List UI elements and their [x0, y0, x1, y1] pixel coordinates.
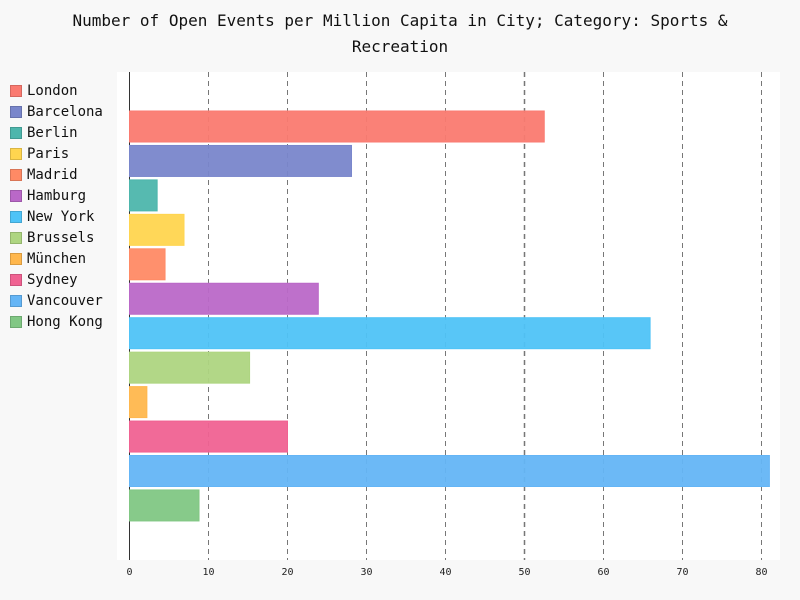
- legend-item-sydney[interactable]: Sydney: [10, 269, 103, 290]
- legend-label: Madrid: [27, 166, 78, 183]
- legend-label: Hamburg: [27, 187, 87, 204]
- legend-swatch: [10, 126, 22, 139]
- legend-label: Brussels: [27, 229, 95, 246]
- legend-label: Paris: [27, 145, 70, 162]
- bar-paris: [129, 213, 185, 246]
- legend-swatch: [10, 273, 22, 286]
- legend-label: Barcelona: [27, 103, 103, 120]
- bar-london: [129, 110, 545, 143]
- legend-swatch: [10, 315, 22, 328]
- bar-new-york: [129, 317, 651, 350]
- legend-item-barcelona[interactable]: Barcelona: [10, 101, 103, 122]
- legend-label: Vancouver: [27, 292, 103, 309]
- x-tick-label-2: 20: [281, 567, 293, 578]
- legend-swatch: [10, 105, 22, 118]
- legend-swatch: [10, 147, 22, 160]
- bar-brussels: [129, 351, 251, 384]
- x-tick-label-3: 30: [360, 567, 372, 578]
- x-tick-label-1: 10: [202, 567, 214, 578]
- bar-barcelona: [129, 144, 352, 177]
- legend-item-new-york[interactable]: New York: [10, 206, 103, 227]
- chart-title-line-2: Recreation: [351, 37, 449, 56]
- legend-item-hong-kong[interactable]: Hong Kong: [10, 311, 103, 332]
- legend-label: Berlin: [27, 124, 78, 141]
- legend-label: München: [27, 250, 87, 267]
- x-tick-label-5: 50: [518, 567, 530, 578]
- chart-title: Number of Open Events per Million Capita…: [0, 8, 800, 60]
- x-tick-label-0: 0: [126, 567, 132, 578]
- bar-berlin: [129, 179, 158, 212]
- legend-label: Hong Kong: [27, 313, 103, 330]
- bar-madrid: [129, 248, 166, 281]
- legend-swatch: [10, 210, 22, 223]
- legend-swatch: [10, 294, 22, 307]
- bar-m-nchen: [129, 386, 148, 419]
- legend-item-hamburg[interactable]: Hamburg: [10, 185, 103, 206]
- legend-item-london[interactable]: London: [10, 80, 103, 101]
- legend-item-brussels[interactable]: Brussels: [10, 227, 103, 248]
- legend-item-paris[interactable]: Paris: [10, 143, 103, 164]
- chart-title-line-1: Number of Open Events per Million Capita…: [72, 11, 728, 30]
- bar-hong-kong: [129, 489, 200, 522]
- x-tick-label-6: 60: [597, 567, 609, 578]
- bar-vancouver: [129, 455, 770, 487]
- legend-item-madrid[interactable]: Madrid: [10, 164, 103, 185]
- x-tick-label-8: 80: [755, 567, 767, 578]
- legend-swatch: [10, 231, 22, 244]
- legend: London Barcelona Berlin Paris Madrid Hamburg N…: [10, 80, 103, 332]
- bar-hamburg: [129, 282, 319, 315]
- legend-item-m-nchen[interactable]: München: [10, 248, 103, 269]
- legend-item-berlin[interactable]: Berlin: [10, 122, 103, 143]
- x-tick-label-4: 40: [439, 567, 451, 578]
- legend-label: London: [27, 82, 78, 99]
- legend-label: New York: [27, 208, 95, 225]
- legend-swatch: [10, 168, 22, 181]
- bar-sydney: [129, 420, 288, 453]
- x-tick-label-7: 70: [676, 567, 688, 578]
- legend-swatch: [10, 84, 22, 97]
- legend-swatch: [10, 252, 22, 265]
- legend-item-vancouver[interactable]: Vancouver: [10, 290, 103, 311]
- legend-label: Sydney: [27, 271, 78, 288]
- legend-swatch: [10, 189, 22, 202]
